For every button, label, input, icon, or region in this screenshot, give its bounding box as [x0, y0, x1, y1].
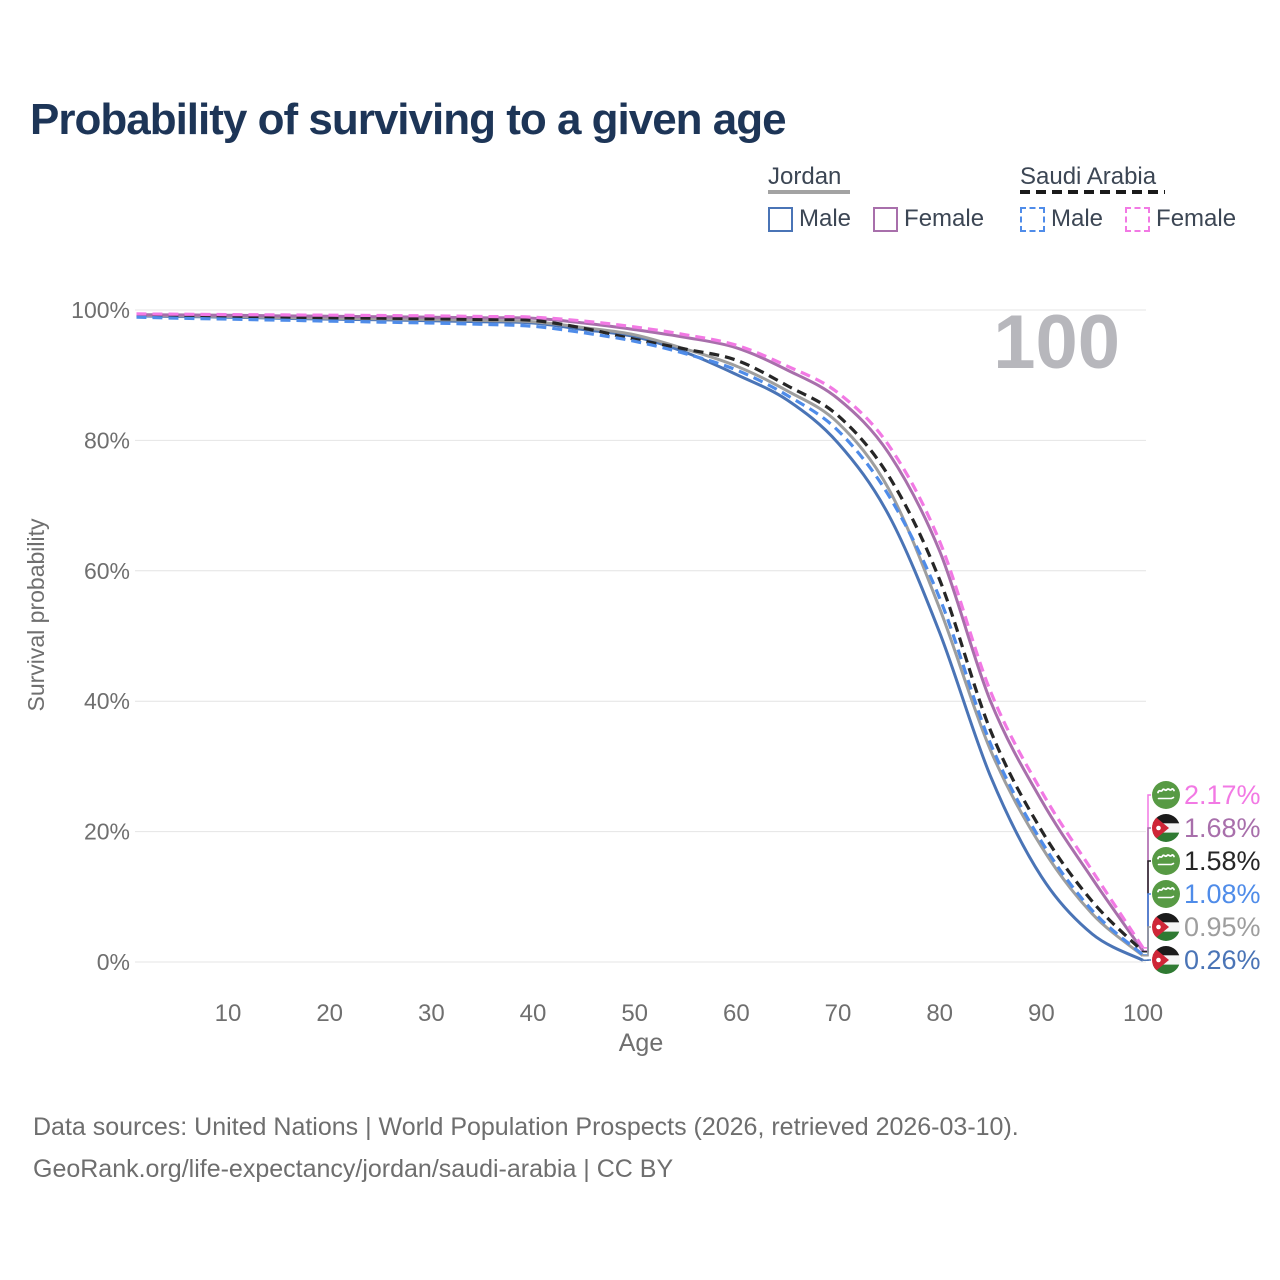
- jordan-female-swatch-icon: [873, 206, 899, 232]
- end-label-jordan[interactable]: [1152, 913, 1180, 941]
- end-label-jordan-female[interactable]: [1152, 814, 1180, 842]
- legend-country-jordan[interactable]: Jordan: [768, 163, 842, 190]
- legend-group-jordan: Jordan Male Female: [768, 163, 984, 232]
- age-watermark: 100: [993, 300, 1120, 385]
- y-tick-label: 60%: [84, 558, 130, 584]
- x-tick-label: 80: [926, 1000, 953, 1027]
- end-value-label: 1.08%: [1184, 879, 1261, 909]
- flag-icon-saudi-arabia: [1151, 846, 1181, 876]
- y-tick-label: 80%: [84, 427, 130, 453]
- end-value-label: 1.68%: [1184, 813, 1261, 843]
- x-axis-title: Age: [619, 1029, 663, 1057]
- flag-icon-jordan: [1152, 946, 1180, 974]
- series-line-jordan[interactable]: [136, 313, 1144, 957]
- legend-item-jordan-female[interactable]: Female: [873, 205, 984, 233]
- legend-item-saudi-male[interactable]: Male: [1020, 205, 1103, 233]
- series-line-saudi-arabia-male[interactable]: [136, 315, 1145, 957]
- x-tick-label: 10: [215, 1000, 242, 1027]
- end-value-label: 0.26%: [1184, 945, 1261, 975]
- jordan-male-swatch-icon: [768, 206, 793, 232]
- flag-icon-saudi-arabia: [1151, 780, 1181, 810]
- x-tick-label: 30: [418, 1000, 445, 1027]
- x-tick-label: 70: [825, 1000, 852, 1027]
- legend-item-jordan-male[interactable]: Male: [768, 205, 851, 233]
- x-tick-label: 50: [621, 1000, 648, 1027]
- end-value-label: 1.58%: [1184, 846, 1261, 876]
- x-tick-label: 20: [316, 1000, 343, 1027]
- flag-icon-jordan: [1152, 913, 1180, 941]
- end-value-label: 0.95%: [1184, 912, 1261, 942]
- leader-line: [1143, 794, 1151, 949]
- legend-label: Male: [799, 205, 852, 232]
- page-title: Probability of surviving to a given age: [30, 95, 787, 144]
- x-tick-label: 60: [723, 1000, 750, 1027]
- legend-label: Female: [1156, 205, 1237, 232]
- flag-icon-jordan: [1152, 814, 1180, 842]
- legend-underline-jordan-solid: [768, 190, 850, 194]
- legend-country-saudi-arabia[interactable]: Saudi Arabia: [1020, 163, 1157, 190]
- end-label-jordan-male[interactable]: [1152, 946, 1180, 974]
- y-tick-label: 0%: [97, 949, 130, 975]
- leader-line: [1143, 893, 1151, 956]
- series-line-saudi-arabia[interactable]: [136, 313, 1145, 953]
- footer: Data sources: United Nations | World Pop…: [33, 1106, 1019, 1190]
- end-value-label: 2.17%: [1184, 780, 1261, 810]
- x-tick-label: 100: [1123, 1000, 1163, 1027]
- legend-underline-saudi-dashed: [1020, 190, 1165, 194]
- flag-icon-saudi-arabia: [1151, 879, 1181, 909]
- leader-line: [1143, 860, 1151, 953]
- end-label-saudi-arabia-male[interactable]: [1151, 879, 1181, 909]
- series-line-jordan-male[interactable]: [136, 314, 1144, 962]
- y-tick-label: 20%: [84, 819, 130, 845]
- legend-label: Female: [904, 205, 985, 232]
- y-tick-label: 100%: [71, 297, 130, 323]
- legend-item-saudi-female[interactable]: Female: [1125, 205, 1236, 233]
- end-label-saudi-arabia[interactable]: [1151, 846, 1181, 876]
- y-axis-title: Survival probability: [23, 518, 49, 712]
- x-tick-label: 90: [1028, 1000, 1055, 1027]
- x-tick-label: 40: [520, 1000, 547, 1027]
- leader-line: [1143, 926, 1151, 957]
- saudi-female-swatch-icon: [1125, 206, 1151, 232]
- footer-link: GeoRank.org/life-expectancy/jordan/saudi…: [33, 1155, 674, 1183]
- leader-line: [1143, 827, 1151, 952]
- legend-label: Male: [1051, 205, 1104, 232]
- series-line-saudi-arabia-female[interactable]: [136, 312, 1145, 949]
- saudi-male-swatch-icon: [1020, 206, 1045, 232]
- end-label-saudi-arabia-female[interactable]: [1151, 780, 1181, 810]
- footer-data-sources: Data sources: United Nations | World Pop…: [33, 1113, 1019, 1141]
- legend-group-saudi-arabia: Saudi Arabia Male Female: [1020, 163, 1236, 232]
- y-tick-label: 40%: [84, 688, 130, 714]
- series-line-jordan-female[interactable]: [136, 313, 1145, 952]
